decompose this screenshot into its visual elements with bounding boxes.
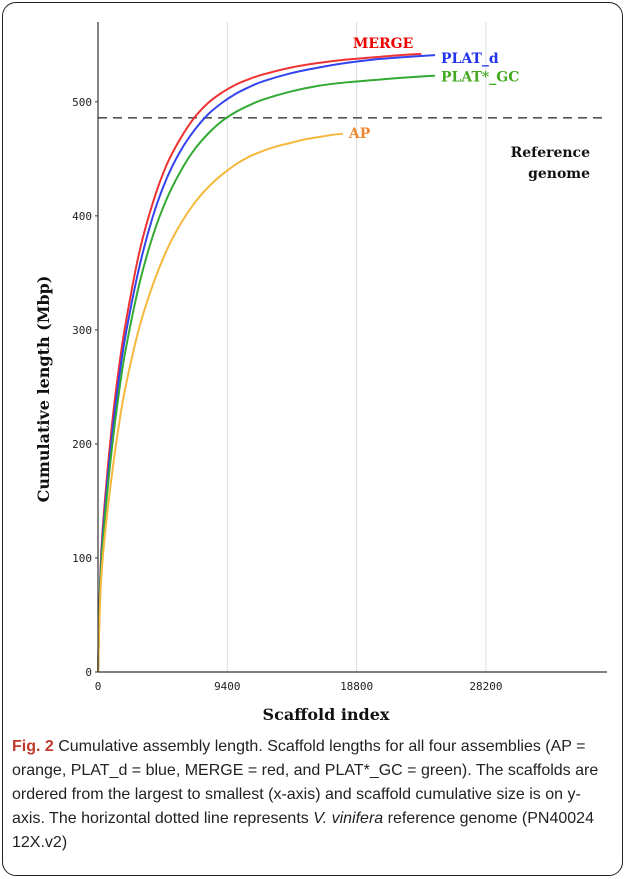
reference-layer: Reference genome bbox=[98, 116, 607, 182]
series-line-plat-gc bbox=[97, 74, 436, 673]
cumulative-length-chart: Reference genome 0 9400 18800 28200 0 100 200 30… bbox=[34, 22, 607, 724]
reference-genome-label: Reference bbox=[511, 145, 590, 161]
reference-genome-label: genome bbox=[528, 166, 590, 182]
series-label: MERGE bbox=[353, 36, 413, 52]
grid-lines bbox=[226, 22, 487, 672]
series-label: PLAT*_GC bbox=[441, 70, 519, 86]
y-tick-label: 200 bbox=[72, 438, 92, 451]
y-tick-label: 500 bbox=[72, 96, 92, 109]
x-tick-label: 0 bbox=[95, 680, 102, 693]
x-tick-label: 9400 bbox=[214, 680, 241, 693]
x-axis-title: Scaffold index bbox=[263, 705, 390, 724]
series-label: AP bbox=[348, 126, 371, 142]
y-tick-label: 300 bbox=[72, 324, 92, 337]
figure-caption: Fig. 2 Cumulative assembly length. Scaff… bbox=[12, 735, 612, 855]
series-line-plat-d bbox=[97, 54, 436, 673]
series-label: PLAT_d bbox=[441, 51, 499, 67]
y-tick-label: 400 bbox=[72, 210, 92, 223]
series-layer bbox=[97, 52, 436, 673]
series-labels: MERGE PLAT_d PLAT*_GC AP bbox=[348, 36, 519, 142]
y-tick-label: 100 bbox=[72, 552, 92, 565]
y-tick-label: 0 bbox=[85, 666, 92, 679]
caption-text: Cumulative assembly length. Scaffold len… bbox=[12, 738, 599, 827]
y-axis-title: Cumulative length (Mbp) bbox=[34, 276, 53, 503]
tick-labels: 0 9400 18800 28200 0 100 200 300 400 500 bbox=[72, 96, 502, 693]
x-tick-label: 18800 bbox=[340, 680, 373, 693]
x-tick-label: 28200 bbox=[469, 680, 502, 693]
series-line-merge bbox=[97, 52, 422, 673]
figure-label: Fig. 2 bbox=[12, 738, 54, 755]
caption-species: V. vinifera bbox=[313, 810, 384, 827]
caption-text-end: reference genome (PN40024 12X.v2) bbox=[12, 810, 594, 851]
series-line-ap bbox=[97, 132, 343, 673]
axis-layer bbox=[95, 22, 607, 673]
